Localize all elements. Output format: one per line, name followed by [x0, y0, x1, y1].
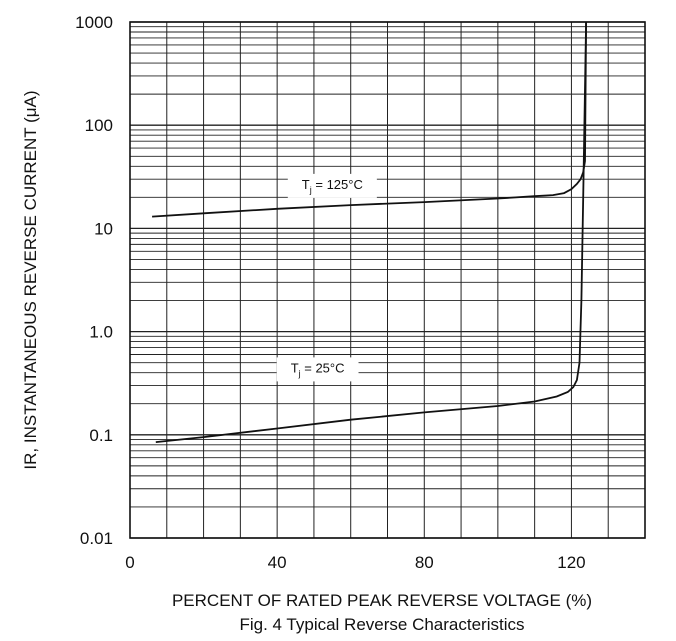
series-label-text: Tj = 125°C: [302, 177, 363, 195]
y-tick-labels: 1000 100 10 1.0 0.1 0.01: [75, 13, 113, 548]
plot-frame: [129, 21, 646, 539]
series-label-value: = 25°C: [301, 360, 345, 375]
series-line-1: [152, 21, 587, 218]
series-label-background: [276, 357, 359, 382]
x-tick-label: 120: [557, 553, 585, 572]
y-tick-label: 0.01: [80, 529, 113, 548]
series-label-value: = 125°C: [312, 177, 363, 192]
series-curves: [152, 21, 587, 443]
x-tick-labels: 0 40 80 120: [125, 553, 585, 572]
x-tick-label: 40: [268, 553, 287, 572]
x-tick-label: 80: [415, 553, 434, 572]
y-tick-label: 10: [94, 219, 113, 238]
series-label-2: Tj = 25°C: [276, 357, 359, 382]
series-labels: Tj = 125°CTj = 25°C: [276, 173, 377, 382]
series-label-subscript: j: [309, 185, 312, 195]
x-axis-title: PERCENT OF RATED PEAK REVERSE VOLTAGE (%…: [172, 591, 592, 610]
y-tick-label: 1000: [75, 13, 113, 32]
series-label-symbol: T: [291, 360, 299, 375]
y-tick-label: 1.0: [89, 323, 113, 342]
y-tick-label: 0.1: [89, 426, 113, 445]
series-label-subscript: j: [298, 368, 301, 378]
figure-caption: Fig. 4 Typical Reverse Characteristics: [239, 615, 524, 634]
series-label-text: Tj = 25°C: [291, 360, 345, 378]
y-tick-label: 100: [85, 116, 113, 135]
series-label-symbol: T: [302, 177, 310, 192]
series-line-2: [155, 21, 587, 443]
series-label-1: Tj = 125°C: [287, 173, 377, 198]
y-axis-title: IR, INSTANTANEOUS REVERSE CURRENT (μA): [21, 90, 40, 469]
series-label-background: [287, 173, 377, 198]
x-tick-label: 0: [125, 553, 134, 572]
grid: [129, 21, 646, 539]
